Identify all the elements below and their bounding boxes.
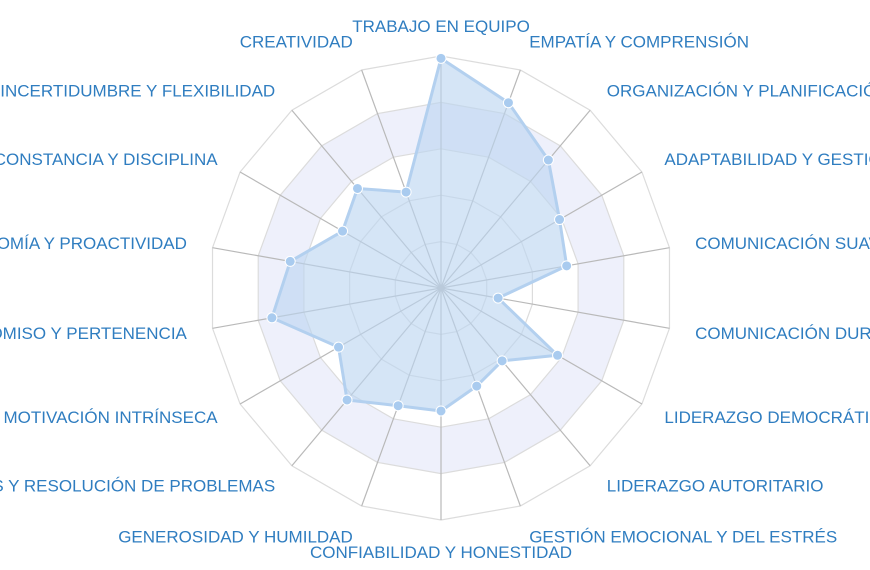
category-label: CONFIABILIDAD Y HONESTIDAD xyxy=(310,543,572,562)
data-point xyxy=(542,154,554,166)
category-label: GENEROSIDAD Y HUMILDAD xyxy=(118,527,353,546)
data-point xyxy=(333,341,345,353)
category-label: AUTONOMÍA Y PROACTIVIDAD xyxy=(0,234,187,253)
category-label: ANÁLISIS Y RESOLUCIÓN DE PROBLEMAS xyxy=(0,477,275,496)
category-label: MOTIVACIÓN INTRÍNSECA xyxy=(4,408,219,427)
data-point xyxy=(496,355,508,367)
data-point xyxy=(351,182,363,194)
category-label: GESTIÓN EMOCIONAL Y DEL ESTRÉS xyxy=(529,527,837,546)
category-label: ORGANIZACIÓN Y PLANIFICACIÓN xyxy=(607,81,870,100)
data-point xyxy=(552,349,564,361)
category-label: COMUNICACIÓN SUAVE xyxy=(695,234,870,253)
category-label: TRABAJO EN EQUIPO xyxy=(352,17,530,36)
category-label: EMPATÍA Y COMPRENSIÓN xyxy=(529,33,749,52)
category-label: COMPROMISO Y PERTENENCIA xyxy=(0,324,188,343)
data-point xyxy=(502,97,514,109)
category-label: LIDERAZGO AUTORITARIO xyxy=(607,477,824,496)
category-label: CREATIVIDAD xyxy=(240,33,353,52)
radar-points xyxy=(266,52,573,417)
category-label: INCERTIDUMBRE Y FLEXIBILIDAD xyxy=(0,81,275,100)
data-point xyxy=(284,255,296,267)
data-point xyxy=(400,186,412,198)
data-point xyxy=(392,400,404,412)
data-point xyxy=(471,380,483,392)
data-point xyxy=(435,405,447,417)
data-point xyxy=(337,225,349,237)
data-point xyxy=(554,214,566,226)
data-point xyxy=(561,260,573,272)
category-label: COMUNICACIÓN DURA xyxy=(695,324,870,343)
data-point xyxy=(266,312,278,324)
data-point xyxy=(435,52,447,64)
data-point xyxy=(341,394,353,406)
category-label: LIDERAZGO DEMOCRÁTICO xyxy=(664,408,870,427)
category-label: CONSTANCIA Y DISCIPLINA xyxy=(0,150,218,169)
data-point xyxy=(492,292,504,304)
category-label: ADAPTABILIDAD Y GESTIÓN xyxy=(664,150,870,169)
